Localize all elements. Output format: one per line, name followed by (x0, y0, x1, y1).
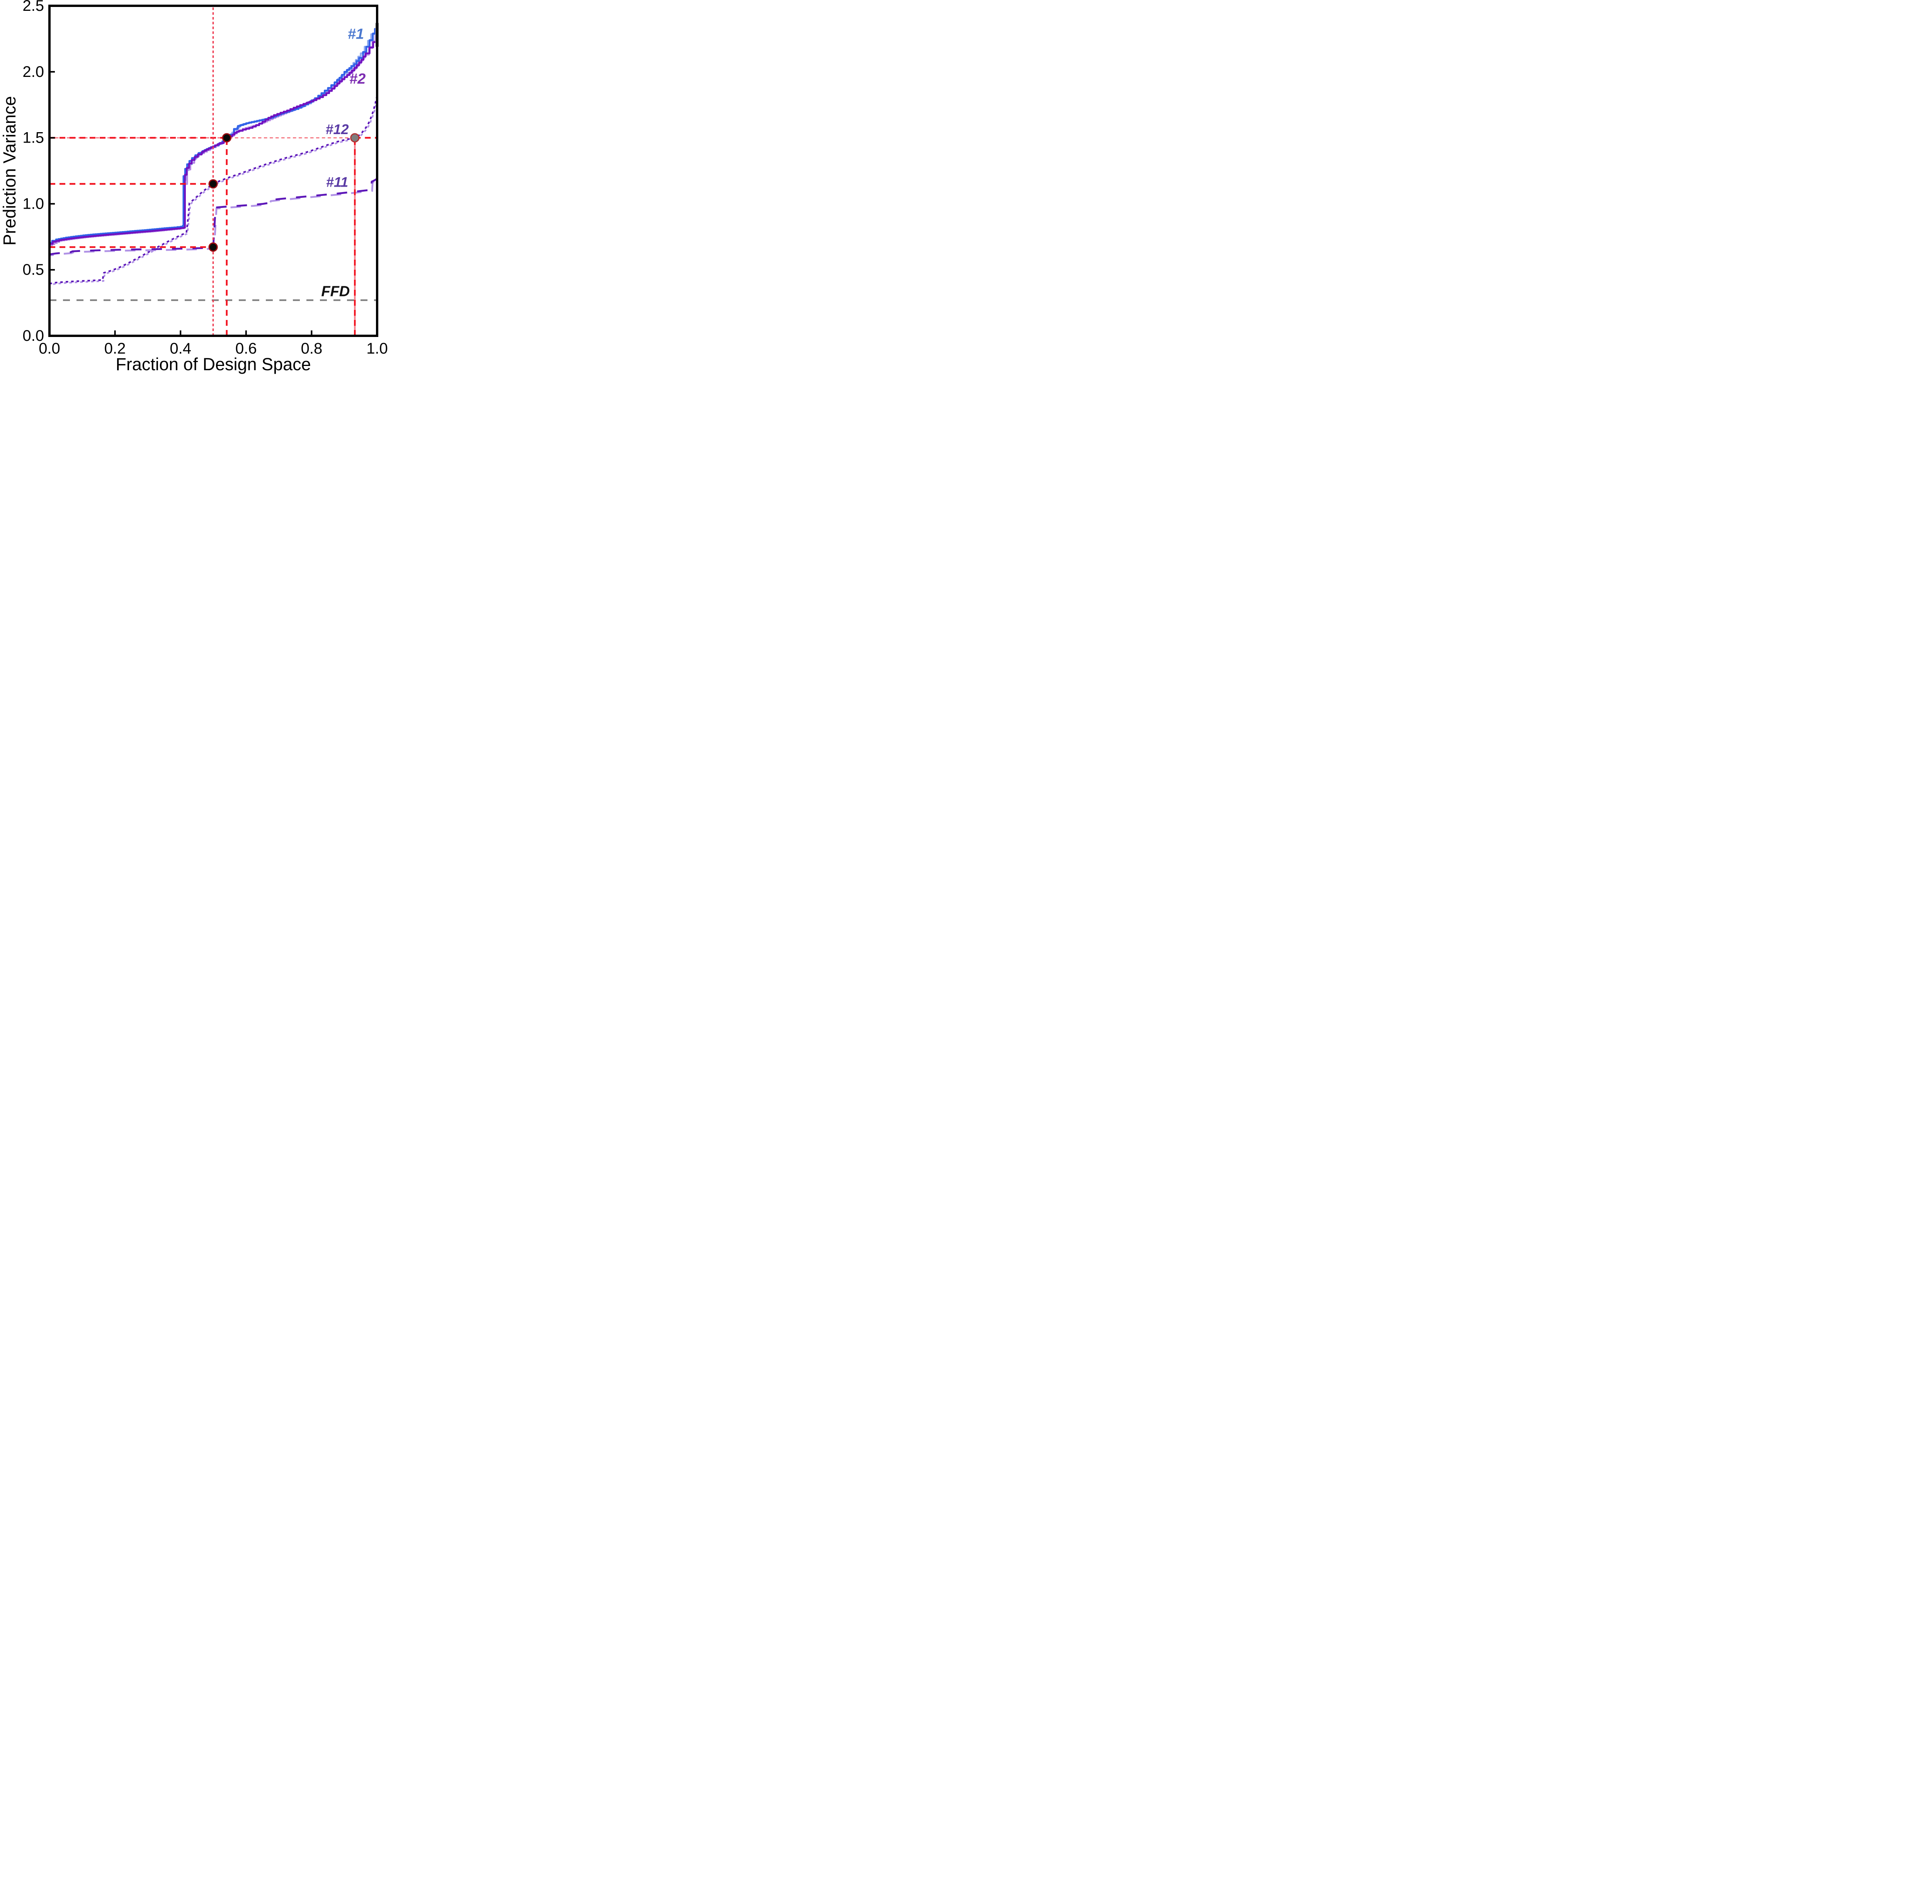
label-1: #1 (348, 26, 364, 42)
series-#12-line (49, 95, 378, 285)
label-2: #2 (349, 71, 366, 87)
y-tick-label-1.5: 1.5 (22, 129, 44, 146)
fds-prediction-variance-chart: #1 #2 #12 #11 FFD 0.0 0.2 0.4 0.6 0.8 1.0 0.0 0.5 1.… (0, 0, 389, 381)
y-axis-title: Prediction Variance (0, 96, 19, 246)
x-tick-label-0.8: 0.8 (301, 340, 323, 357)
series-#11-light-line (50, 179, 379, 257)
series-#1-line (49, 24, 378, 244)
y-tick-label-0.0: 0.0 (22, 327, 44, 344)
x-axis-title: Fraction of Design Space (116, 354, 311, 374)
y-tick-label-2.5: 2.5 (22, 0, 44, 14)
x-tick-label-0.2: 0.2 (104, 340, 126, 357)
plot-border (48, 5, 378, 337)
x-tick-label-0.6: 0.6 (235, 340, 257, 357)
dot-11-0p67 (208, 242, 218, 252)
label-12: #12 (325, 121, 349, 137)
label-ffd: FFD (321, 284, 350, 300)
y-tick-label-2.0: 2.0 (22, 63, 44, 80)
series-#11-line (49, 178, 378, 255)
plot-canvas: #1 #2 #12 #11 FFD 0.0 0.2 0.4 0.6 0.8 1.0 0.0 0.5 1.… (0, 0, 388, 374)
reference-lines-over (49, 6, 377, 336)
y-tick-label-1.0: 1.0 (22, 195, 44, 212)
axes: 0.0 0.2 0.4 0.6 0.8 1.0 0.0 0.5 1.0 1.5 2.0 2.5 (22, 0, 388, 357)
series-#2-line (49, 36, 378, 245)
dot-gray-12-1p5 (350, 133, 360, 143)
intersection-markers (208, 23, 379, 252)
x-tick-label-1.0: 1.0 (366, 340, 388, 357)
dot-12-1p15 (208, 179, 218, 189)
y-tick-label-0.5: 0.5 (22, 261, 44, 278)
dot-solid-1p5 (222, 133, 231, 143)
label-11: #11 (326, 174, 348, 190)
x-tick-label-0.0: 0.0 (39, 340, 60, 357)
curve-labels: #1 #2 #12 #11 FFD (321, 26, 366, 299)
x-tick-label-0.4: 0.4 (170, 340, 191, 357)
